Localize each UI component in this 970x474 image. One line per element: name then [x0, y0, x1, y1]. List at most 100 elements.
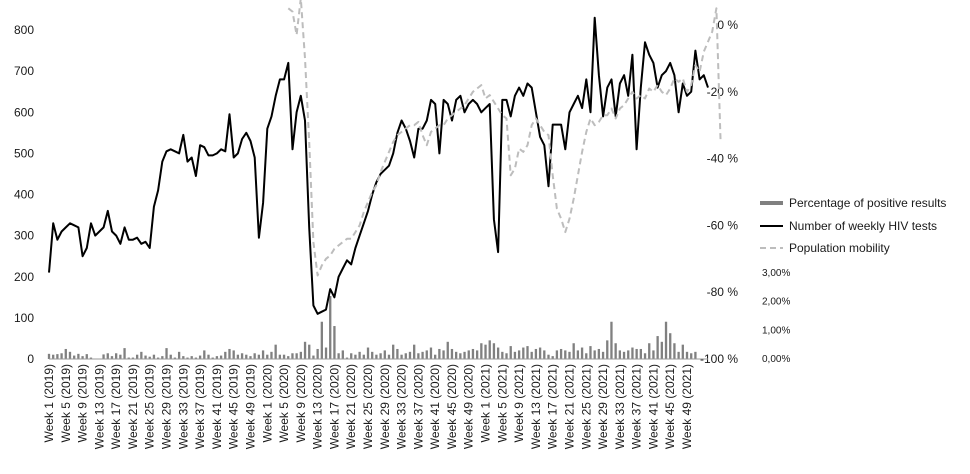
- positive-bar: [308, 344, 311, 359]
- y-tick-label: 0: [27, 352, 34, 366]
- positive-bar: [119, 354, 122, 359]
- positive-bar: [287, 356, 290, 359]
- x-tick-label: Week 5 (2020): [277, 364, 291, 443]
- positive-bar: [627, 350, 630, 359]
- x-tick-label: Week 9 (2019): [76, 364, 90, 443]
- positive-bar: [505, 353, 508, 359]
- positive-bar: [656, 336, 659, 359]
- positive-bar: [517, 350, 521, 359]
- positive-bar: [614, 343, 617, 359]
- y-tick-label: 100: [14, 311, 34, 325]
- positive-bar: [77, 353, 80, 359]
- positive-bar: [60, 353, 63, 359]
- positive-bar: [425, 350, 428, 359]
- positive-bar: [576, 350, 580, 359]
- positive-bar: [102, 354, 105, 359]
- positive-bar: [299, 351, 303, 359]
- x-tick-label: Week 37 (2021): [630, 364, 644, 449]
- y-tick-label: 700: [14, 64, 34, 78]
- positive-bar: [559, 348, 563, 359]
- y2-tick-label: -80 %: [707, 285, 739, 299]
- positive-bar: [47, 353, 51, 359]
- legend-item-tests: Number of weekly HIV tests: [760, 219, 937, 233]
- positive-bar: [631, 347, 634, 359]
- y-tick-label: 200: [14, 270, 34, 284]
- positive-bar: [207, 354, 210, 359]
- x-tick-label: Week 41 (2020): [428, 364, 442, 449]
- tests-line: [48, 16, 709, 315]
- positive-bar: [681, 344, 684, 359]
- positive-bar: [438, 348, 441, 359]
- positive-bar: [350, 353, 353, 359]
- positive-bar: [526, 346, 529, 359]
- positive-bar: [123, 348, 126, 359]
- positive-bar: [203, 350, 206, 359]
- positive-bar: [194, 357, 198, 359]
- positive-bar: [434, 354, 437, 359]
- x-tick-label: Week 29 (2019): [160, 364, 174, 449]
- positive-bar: [492, 343, 496, 359]
- positive-bar: [413, 344, 416, 359]
- positive-bar: [383, 350, 386, 359]
- positive-bar: [81, 356, 84, 359]
- y2-tick-label: -20 %: [707, 85, 739, 99]
- x-tick-label: Week 49 (2020): [462, 364, 476, 449]
- positive-percent-axis: 0,00% 1,00% 2,00% 3,00%: [762, 268, 790, 365]
- positive-bar: [677, 351, 680, 359]
- legend-item-positive: Percentage of positive results: [760, 196, 946, 210]
- positive-bar: [601, 351, 605, 359]
- positive-bar: [68, 351, 72, 359]
- y2-tick-label: -100 %: [700, 352, 738, 366]
- positive-bar: [312, 355, 315, 359]
- positive-bar: [446, 341, 449, 359]
- positive-bar: [543, 350, 546, 359]
- positive-bar: [459, 353, 462, 359]
- positive-bar: [144, 355, 147, 359]
- y-tick-label: 600: [14, 105, 34, 119]
- positive-bar: [404, 353, 407, 359]
- positive-bar: [488, 340, 491, 359]
- positive-bar: [400, 354, 403, 359]
- x-tick-label: Week 1 (2020): [260, 364, 274, 443]
- x-axis: Week 1 (2019) Week 5 (2019) Week 9 (2019) W…: [42, 358, 708, 449]
- x-tick-label: Week 45 (2019): [227, 364, 241, 449]
- positive-bar: [182, 356, 185, 359]
- legend-label-tests: Number of weekly HIV tests: [789, 219, 937, 233]
- x-tick-label: Week 29 (2020): [378, 364, 392, 449]
- x-tick-label: Week 5 (2021): [495, 364, 509, 443]
- positive-bar: [669, 333, 672, 359]
- x-tick-label: Week 25 (2020): [361, 364, 375, 449]
- positive-bar: [471, 348, 475, 359]
- positive-bar: [215, 356, 219, 359]
- positive-bar: [236, 354, 240, 359]
- y2-tick-label: -60 %: [707, 218, 739, 232]
- positive-bar: [211, 357, 214, 359]
- x-tick-label: Week 21 (2020): [344, 364, 358, 449]
- positive-bar: [551, 356, 554, 359]
- x-tick-label: Week 9 (2021): [512, 364, 526, 443]
- y-tick-label: 500: [14, 146, 34, 160]
- positive-bar: [148, 356, 151, 359]
- positive-bar: [408, 351, 412, 359]
- positive-bar: [177, 351, 181, 359]
- positive-bar: [429, 347, 433, 359]
- x-tick-label: Week 33 (2020): [395, 364, 409, 449]
- positive-bar: [694, 351, 697, 359]
- positive-bar: [266, 354, 269, 359]
- x-tick-label: Week 13 (2020): [311, 364, 325, 449]
- positive-bar: [564, 350, 567, 359]
- legend-label-mobility: Population mobility: [789, 241, 890, 255]
- positive-bar: [249, 356, 252, 359]
- positive-bar: [496, 347, 500, 359]
- positive-bar: [643, 353, 647, 359]
- legend-label-positive: Percentage of positive results: [789, 196, 946, 210]
- positive-bar: [610, 321, 613, 359]
- positive-bar: [169, 354, 172, 359]
- positive-bar: [538, 347, 542, 359]
- positive-bar: [568, 351, 571, 359]
- positive-bar: [392, 344, 395, 359]
- positive-bar: [673, 343, 676, 359]
- positive-bar: [282, 354, 286, 359]
- positive-bar: [606, 340, 609, 359]
